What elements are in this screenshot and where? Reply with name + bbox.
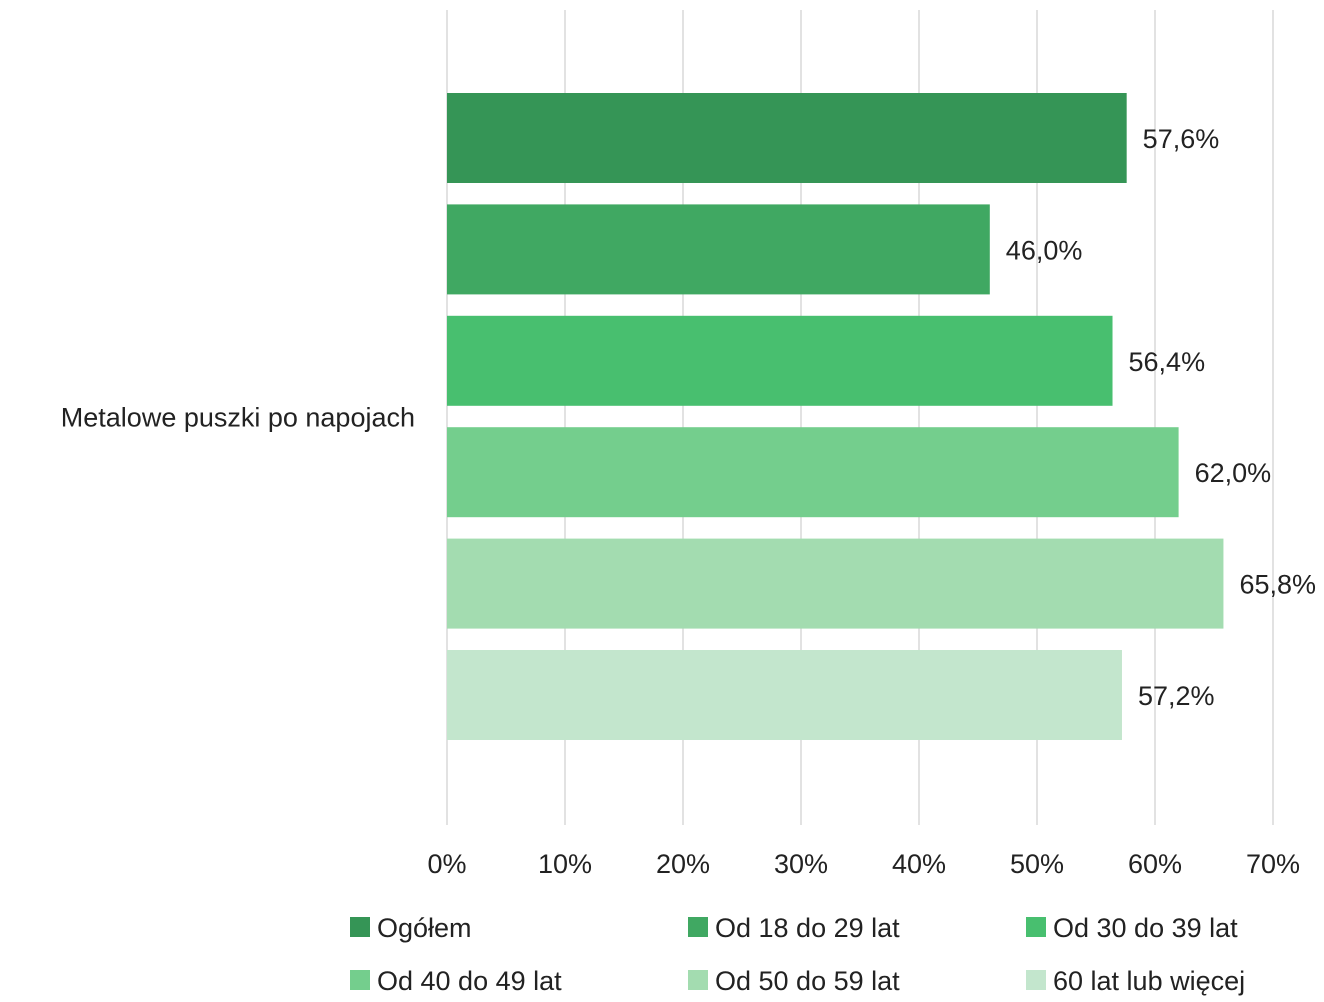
legend-swatch-4 (688, 970, 708, 990)
legend-label-5: 60 lat lub więcej (1053, 966, 1245, 996)
x-tick-label-0: 0% (427, 849, 466, 879)
category-label: Metalowe puszki po napojach (61, 403, 415, 433)
data-label-1: 46,0% (1006, 235, 1083, 265)
bar-2 (447, 315, 1113, 406)
legend-label-1: Od 18 do 29 lat (715, 913, 900, 943)
bar-0 (447, 93, 1127, 183)
legend-label-0: Ogółem (377, 913, 472, 943)
legend-label-3: Od 40 do 49 lat (377, 966, 562, 996)
x-tick-label-6: 60% (1128, 849, 1182, 879)
legend-swatch-3 (350, 970, 370, 990)
x-tick-label-3: 30% (774, 849, 828, 879)
bar-1 (447, 204, 990, 295)
x-tick-label-7: 70% (1246, 849, 1300, 879)
x-tick-label-4: 40% (892, 849, 946, 879)
x-tick-label-2: 20% (656, 849, 710, 879)
x-tick-label-5: 50% (1010, 849, 1064, 879)
legend-label-4: Od 50 do 59 lat (715, 966, 900, 996)
legend-swatch-0 (350, 917, 370, 937)
data-label-3: 62,0% (1195, 458, 1272, 488)
data-label-2: 56,4% (1129, 347, 1206, 377)
data-label-5: 57,2% (1138, 681, 1215, 711)
bar-5 (447, 650, 1122, 740)
data-label-0: 57,6% (1143, 124, 1220, 154)
legend-label-2: Od 30 do 39 lat (1053, 913, 1238, 943)
data-label-4: 65,8% (1239, 570, 1316, 600)
bar-4 (447, 538, 1224, 629)
bar-3 (447, 427, 1179, 518)
x-tick-label-1: 10% (538, 849, 592, 879)
legend-swatch-1 (688, 917, 708, 937)
legend-swatch-2 (1026, 917, 1046, 937)
legend-swatch-5 (1026, 970, 1046, 990)
